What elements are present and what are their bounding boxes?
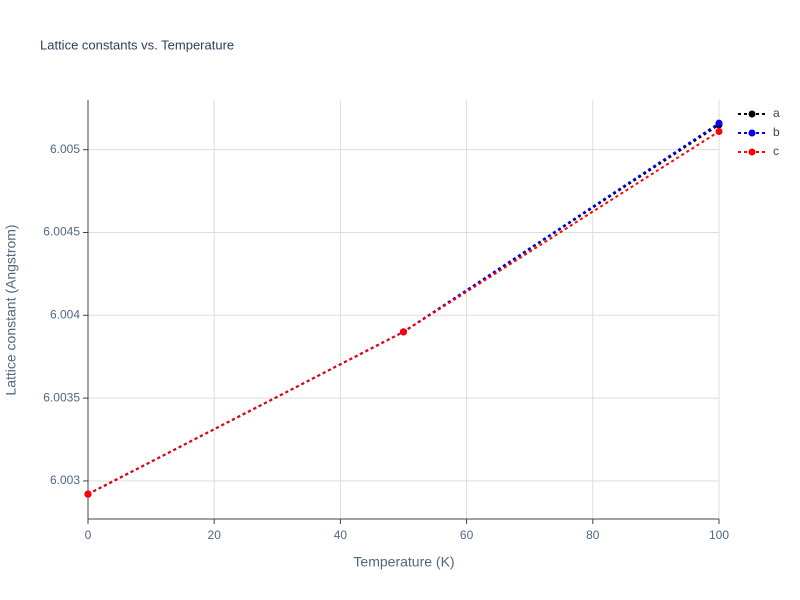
x-tick-label: 60 bbox=[460, 528, 474, 542]
x-axis-title: Temperature (K) bbox=[353, 554, 454, 570]
legend-label: a bbox=[773, 106, 780, 120]
data-point bbox=[84, 490, 92, 498]
data-point bbox=[715, 119, 723, 127]
x-tick-label: 100 bbox=[709, 528, 729, 542]
y-axis-title: Lattice constant (Angstrom) bbox=[3, 224, 19, 395]
x-tick-label: 40 bbox=[334, 528, 348, 542]
legend-label: b bbox=[773, 125, 780, 139]
data-point bbox=[715, 127, 723, 135]
x-tick-label: 80 bbox=[586, 528, 600, 542]
legend-marker bbox=[748, 148, 756, 156]
legend-marker bbox=[748, 129, 756, 137]
legend-label: c bbox=[773, 144, 779, 158]
chart-title: Lattice constants vs. Temperature bbox=[40, 37, 234, 52]
series-line bbox=[87, 124, 720, 496]
x-tick-label: 20 bbox=[208, 528, 222, 542]
y-tick-label: 6.003 bbox=[50, 473, 80, 487]
x-tick-label: 0 bbox=[85, 528, 92, 542]
series-line bbox=[87, 122, 720, 496]
legend-marker bbox=[748, 110, 756, 118]
y-tick-label: 6.0045 bbox=[43, 225, 80, 239]
y-tick-label: 6.005 bbox=[50, 142, 80, 156]
y-tick-label: 6.0035 bbox=[43, 390, 80, 404]
y-tick-label: 6.004 bbox=[50, 307, 80, 321]
data-point bbox=[400, 328, 407, 336]
